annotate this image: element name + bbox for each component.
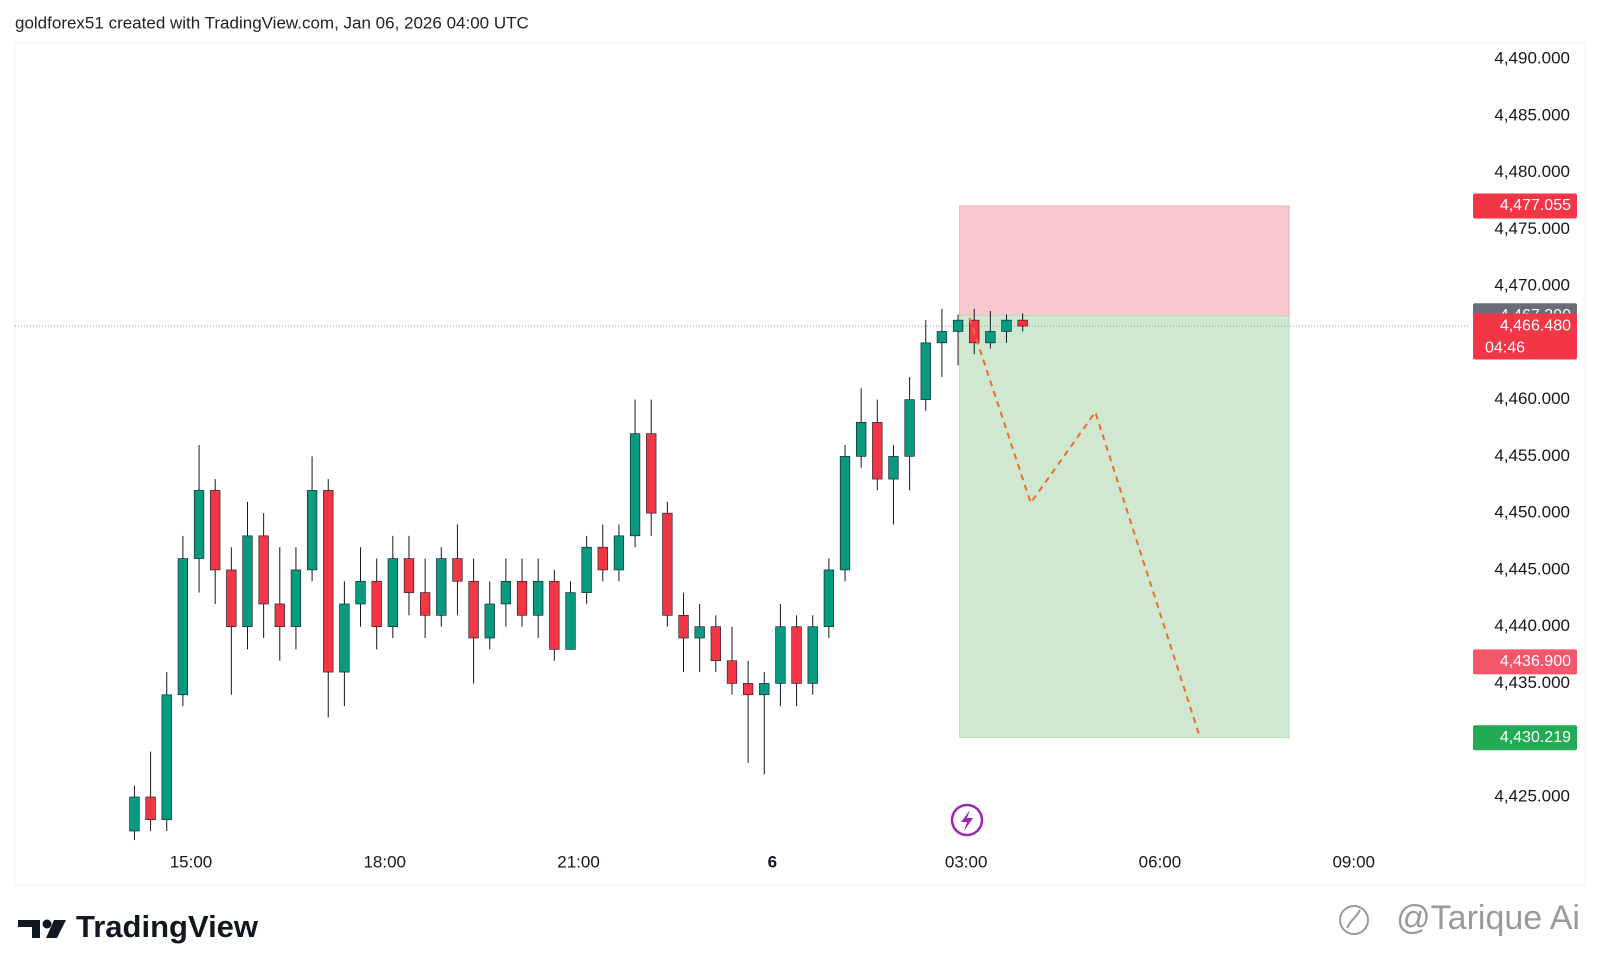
x-tick-label: 09:00 [1332, 852, 1375, 871]
candle-body [500, 580, 512, 605]
x-tick-label: 15:00 [170, 852, 213, 871]
candle-body [387, 558, 398, 627]
candle-body [419, 592, 431, 616]
candle-body [468, 580, 479, 639]
candle-body [226, 569, 237, 627]
candle-body [581, 546, 592, 593]
candle-body [807, 626, 818, 684]
x-tick-label: 18:00 [363, 852, 406, 871]
candle-body [597, 546, 608, 571]
y-tick-label: 4,440.000 [1494, 616, 1570, 635]
x-tick-label: 21:00 [557, 852, 600, 871]
brand-logo [18, 919, 66, 938]
candle-body [742, 683, 754, 696]
candle-body [646, 433, 657, 514]
price-label-box [1473, 193, 1577, 219]
y-tick-label: 4,475.000 [1494, 219, 1570, 238]
candle-body [888, 456, 899, 480]
candle-body [323, 490, 334, 673]
candle-body [484, 603, 495, 639]
price-label: 4,436.900 [1500, 653, 1571, 670]
countdown: 04:46 [1485, 339, 1525, 356]
candle-body [1017, 319, 1028, 327]
candle-body [710, 626, 721, 662]
candle-body [872, 422, 883, 480]
candle-body [177, 558, 189, 696]
candle-body [791, 626, 802, 684]
candle-body [549, 580, 560, 650]
candle-body [775, 626, 786, 684]
y-tick-label: 4,450.000 [1494, 503, 1570, 522]
candle-body [613, 535, 625, 571]
x-tick-label: 06:00 [1139, 852, 1182, 871]
candle-body [258, 535, 269, 605]
candle-body [145, 796, 156, 820]
candle-body [920, 342, 931, 400]
candle-body [242, 535, 253, 627]
candle-body [985, 331, 996, 344]
candle-body [339, 603, 350, 673]
price-label: 4,430.219 [1500, 729, 1571, 746]
chart-frame [14, 42, 1586, 886]
projection-path [968, 317, 1200, 734]
y-tick-label: 4,490.000 [1494, 48, 1570, 67]
candle-body [839, 456, 851, 571]
x-tick-label: 6 [768, 852, 777, 871]
brand-name: TradingView [76, 909, 259, 944]
candle-body [516, 580, 528, 616]
candle-body [306, 490, 318, 571]
y-tick-label: 4,480.000 [1494, 162, 1570, 181]
price-label-box [1473, 725, 1577, 751]
candle-body [403, 558, 415, 593]
y-tick-label: 4,435.000 [1494, 673, 1570, 692]
candle-body [565, 592, 576, 650]
price-label-box [1473, 649, 1577, 675]
candle-body [533, 580, 544, 616]
candle-body [436, 558, 447, 616]
candle-body [355, 580, 366, 605]
candle-body [290, 569, 302, 627]
target-zone [959, 315, 1290, 739]
candle-body [371, 580, 382, 627]
candle-body [678, 615, 689, 639]
candle-body [210, 490, 221, 571]
candle-body [904, 399, 915, 457]
candle-body [856, 422, 867, 457]
watermark-logo [1339, 905, 1369, 935]
candle-body [629, 433, 641, 537]
candle-body [193, 490, 205, 559]
y-tick-label: 4,470.000 [1494, 276, 1570, 295]
price-label-box [1473, 313, 1577, 360]
candle-body [726, 660, 738, 684]
candle-body [952, 319, 964, 332]
candle-body [759, 683, 770, 696]
y-tick-label: 4,485.000 [1494, 105, 1570, 124]
y-tick-label: 4,455.000 [1494, 446, 1570, 465]
price-label: 4,477.055 [1500, 197, 1571, 214]
candle-body [452, 558, 463, 582]
candle-body [662, 512, 673, 616]
event-icon [950, 803, 984, 837]
candle-body [129, 796, 140, 832]
candle-body [1001, 319, 1012, 332]
header-title: goldforex51 created with TradingView.com… [15, 13, 529, 32]
price-label: 4,466.480 [1500, 317, 1571, 334]
y-tick-label: 4,425.000 [1494, 786, 1570, 805]
x-tick-label: 03:00 [945, 852, 988, 871]
plot-area [15, 205, 1470, 841]
candle-body [936, 331, 948, 344]
candle-body [823, 569, 835, 627]
candle-body [161, 694, 172, 820]
y-tick-label: 4,460.000 [1494, 389, 1570, 408]
candle-body [694, 626, 705, 639]
y-tick-label: 4,445.000 [1494, 559, 1570, 578]
candle-body [274, 603, 285, 627]
stop-zone [959, 205, 1290, 317]
watermark: @Tarique Ai [1396, 899, 1580, 937]
